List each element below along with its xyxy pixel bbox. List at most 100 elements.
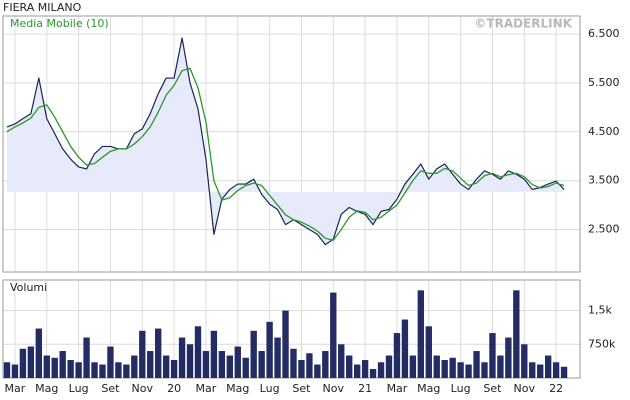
volume-bar xyxy=(67,360,74,378)
volume-bar xyxy=(11,364,19,378)
volume-bar xyxy=(361,360,369,378)
volume-bar xyxy=(242,357,249,378)
volume-bar xyxy=(298,360,305,378)
volume-bar xyxy=(115,362,122,378)
volume-bar xyxy=(306,353,313,378)
x-tick-label: Set xyxy=(101,382,120,395)
legend-entry: Media Mobile (10) xyxy=(10,17,109,30)
y-tick-label: 4.500 xyxy=(588,125,620,138)
volume-bar xyxy=(560,366,568,378)
volume-bar xyxy=(226,355,234,378)
volume-bar xyxy=(147,351,154,378)
volume-bar xyxy=(210,330,218,378)
volume-bar xyxy=(123,364,130,378)
volume-bar xyxy=(505,337,512,378)
volume-bar xyxy=(465,364,472,378)
volume-bar xyxy=(155,328,162,378)
volume-bar xyxy=(91,362,98,378)
volume-bar xyxy=(202,351,210,378)
x-tick-label: Mar xyxy=(5,382,26,395)
price-frame xyxy=(2,15,581,273)
volume-bar xyxy=(385,355,393,378)
x-tick-label: 21 xyxy=(358,382,372,395)
x-tick-label: Nov xyxy=(514,382,536,395)
volume-bar xyxy=(449,357,456,378)
volume-bar xyxy=(35,328,42,378)
volume-bar xyxy=(83,337,90,378)
volume-bar xyxy=(170,360,178,378)
y-tick-label: 5.500 xyxy=(588,76,620,89)
x-tick-label: Mag xyxy=(35,382,58,395)
volume-bar xyxy=(521,344,528,378)
x-tick-label: Lug xyxy=(451,382,471,395)
volume-bar xyxy=(409,355,417,378)
volume-bar xyxy=(186,344,194,378)
volume-bar xyxy=(131,355,138,378)
x-tick-label: 22 xyxy=(549,382,563,395)
volume-bar xyxy=(481,362,488,378)
volume-bar xyxy=(194,326,202,378)
volume-bar xyxy=(274,337,281,378)
volume-bar xyxy=(322,351,329,378)
volume-bar xyxy=(178,337,186,378)
volume-bar xyxy=(489,333,496,378)
price-line xyxy=(6,37,565,246)
volume-bar xyxy=(107,346,114,378)
volume-bar xyxy=(234,346,241,378)
x-tick-label: 20 xyxy=(167,382,181,395)
x-tick-label: Set xyxy=(483,382,502,395)
x-tick-label: Set xyxy=(292,382,311,395)
volume-bar xyxy=(433,355,440,378)
y-tick-label: 3.500 xyxy=(588,174,620,187)
volume-bar xyxy=(346,355,353,378)
volume-bar xyxy=(529,362,536,378)
volume-bar xyxy=(441,360,448,378)
volume-bar xyxy=(425,326,432,378)
volume-bar xyxy=(401,319,409,378)
volume-bar xyxy=(51,357,58,378)
volume-bar xyxy=(19,348,27,378)
volume-bar xyxy=(75,362,82,378)
volume-bar xyxy=(473,351,480,378)
x-tick-label: Nov xyxy=(323,382,345,395)
volume-tick-label: 1,5k xyxy=(588,304,612,317)
volume-bar xyxy=(393,333,401,378)
chart-title: FIERA MILANO xyxy=(3,1,82,14)
area-fill xyxy=(6,37,565,245)
volume-bar xyxy=(544,355,552,378)
volume-bar xyxy=(27,346,35,378)
volume-bar xyxy=(99,364,106,378)
volume-bar xyxy=(353,364,361,378)
volume-bar xyxy=(457,362,464,378)
x-tick-label: Mar xyxy=(196,382,217,395)
volume-bar xyxy=(369,369,377,378)
volume-tick-label: 750k xyxy=(588,337,616,350)
volume-label: Volumi xyxy=(10,281,47,294)
volume-bar xyxy=(43,355,50,378)
x-tick-label: Mag xyxy=(417,382,440,395)
moving-average-line xyxy=(6,67,565,241)
volume-bar xyxy=(537,364,544,378)
x-tick-label: Mar xyxy=(387,382,408,395)
volume-bar xyxy=(417,290,425,378)
volume-bar xyxy=(59,351,66,378)
x-tick-label: Lug xyxy=(260,382,280,395)
volume-bar xyxy=(552,362,560,378)
volume-bar xyxy=(290,348,297,378)
volume-bar xyxy=(377,362,385,378)
watermark: ©TRADERLINK xyxy=(474,17,572,31)
volume-bar xyxy=(258,351,265,378)
volume-bar xyxy=(266,321,273,378)
volume-bar xyxy=(3,362,11,378)
volume-bar xyxy=(330,292,337,378)
x-tick-label: Nov xyxy=(132,382,154,395)
y-tick-label: 6.500 xyxy=(588,27,620,40)
volume-bar xyxy=(139,330,146,378)
volume-bar xyxy=(162,355,170,378)
volume-bar xyxy=(314,364,321,378)
x-tick-label: Mag xyxy=(226,382,249,395)
volume-bar xyxy=(513,290,520,378)
volume-bar xyxy=(218,351,226,378)
